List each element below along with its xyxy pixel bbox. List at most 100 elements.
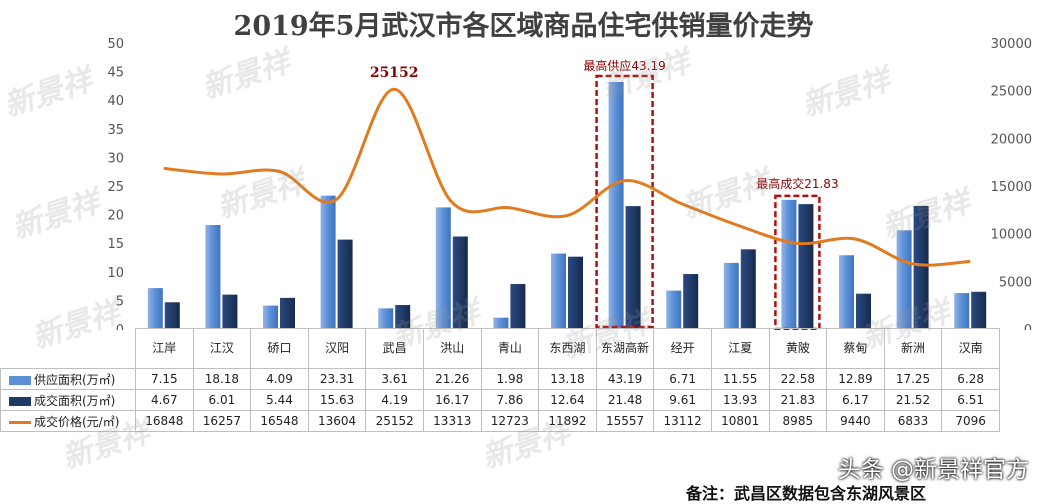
table-cell: 4.09 [250,368,309,390]
table-cell: 21.83 [768,389,828,411]
table-cell: 21.48 [595,389,655,411]
price-line [163,87,971,267]
legend-label-deal: 成交面积(万㎡) [34,393,116,408]
left-axis-tick-label: 30 [107,151,124,166]
left-axis-tick-label: 5 [116,294,124,309]
supply-bar [320,195,336,329]
supply-bar [378,308,394,329]
legend-swatch-deal [9,396,31,406]
table-category-cell: 洪山 [422,328,482,369]
table-category-cell: 青山 [480,328,540,369]
deal-bar [510,284,526,329]
table-cell: 18.18 [192,368,252,390]
table-corner [0,328,136,369]
table-cell: 3.61 [365,368,424,390]
left-axis-tick-label: 45 [107,66,124,81]
left-axis-ticks: 0 5 10 15 20 25 30 35 40 45 50 [107,37,124,330]
table-cell: 21.52 [883,389,943,411]
legend-label-supply: 供应面积(万㎡) [34,372,116,387]
supply-bar [551,253,566,329]
chart-title: 2019年5月武汉市各区域商品住宅供销量价走势 [233,11,814,42]
table-cell: 8985 [768,410,828,432]
table-category-cell: 东西湖 [538,328,597,369]
table-cell: 6.51 [941,389,1000,411]
deal-bar [740,249,756,329]
table-cell: 21.26 [422,368,482,390]
supply-bar [954,293,970,329]
table-cell: 9440 [826,410,885,432]
deal-bar [971,291,987,329]
supply-bar [205,225,221,329]
supply-bar [147,288,163,329]
legend-deal: 成交面积(万㎡) [0,389,136,411]
left-axis-tick-label: 20 [107,209,124,224]
table-cell: 6.28 [941,368,1000,390]
table-cell: 6.71 [653,368,712,390]
category-row: 江岸 江汉 硚口 汉阳 武昌 洪山 青山 东西湖 东湖高新 经开 江夏 黄陂 蔡甸 新洲 汉南 [0,328,1000,369]
table-cell: 6.17 [826,389,885,411]
deal-bar [337,239,353,329]
table-cell: 13604 [307,410,367,432]
right-axis-tick-label: 5000 [999,275,1032,290]
supply-bar [435,207,451,329]
table-category-cell: 东湖高新 [595,328,655,369]
left-axis-tick-label: 25 [107,180,124,195]
annotation-max-supply: 最高供应43.19 [583,58,665,73]
left-axis-tick-label: 40 [107,94,124,109]
supply-bar [263,305,278,329]
table-cell: 6.01 [192,389,252,411]
right-axis-tick-label: 15000 [991,180,1032,195]
table-category-cell: 武昌 [365,328,424,369]
annotation-max-price: 25152 [370,65,419,81]
table-cell: 16548 [250,410,309,432]
table-category-cell: 江汉 [192,328,252,369]
deal-bar [280,297,295,329]
table-category-cell: 经开 [653,328,712,369]
supply-bar [608,81,624,329]
data-table: 江岸 江汉 硚口 汉阳 武昌 洪山 青山 东西湖 东湖高新 经开 江夏 黄陂 蔡甸 新洲 汉南 供应面积(万… [0,328,1000,432]
price-line-series [163,87,971,267]
right-axis-tick-label: 30000 [991,37,1032,52]
right-axis-tick-label: 20000 [991,132,1032,147]
supply-bar [896,230,912,329]
table-cell: 25152 [365,410,424,432]
table-cell: 7096 [941,410,1000,432]
table-cell: 4.19 [365,389,424,411]
table-category-cell: 黄陂 [768,328,828,369]
right-axis-tick-label: 10000 [991,228,1032,243]
deal-bar [798,204,814,329]
supply-bar [723,262,739,329]
table-cell: 9.61 [653,389,712,411]
table-category-cell: 新洲 [883,328,943,369]
table-cell: 13.18 [538,368,597,390]
deal-bar [164,302,180,329]
author-watermark: 头条 @新景祥官方 [837,457,1029,483]
table-category-cell: 汉阳 [307,328,367,369]
table-cell: 11892 [538,410,597,432]
deal-bar [625,206,641,329]
table-cell: 23.31 [307,368,367,390]
highlight-box-supply [595,74,654,329]
left-axis-tick-label: 0 [116,323,124,330]
table-cell: 15557 [595,410,655,432]
table-category-cell: 汉南 [941,328,1000,369]
legend-swatch-supply [9,375,31,385]
legend-supply: 供应面积(万㎡) [0,368,136,390]
bar-series [147,81,987,329]
deal-bar [913,205,929,329]
deal-bar [395,305,411,329]
deal-bar [683,274,699,329]
chart-plot: 0 5 10 15 20 25 30 35 40 45 50 0 5000 10000 15000 2000… [107,37,1032,330]
deal-bar [452,236,468,329]
table-cell: 12723 [480,410,540,432]
supply-bar [839,255,854,329]
right-axis-tick-label: 0 [1024,323,1032,330]
table-row-deal: 成交面积(万㎡) 4.67 6.01 5.44 15.63 4.19 16.17 7.86 1… [0,389,1000,411]
table-cell: 13.93 [710,389,770,411]
table-row-supply: 供应面积(万㎡) 7.15 18.18 4.09 23.31 3.61 21.26 1.98… [0,368,1000,390]
table-cell: 16.17 [422,389,482,411]
right-axis-ticks: 0 5000 10000 15000 20000 25000 30000 [991,37,1032,330]
table-cell: 7.15 [135,368,194,390]
table-cell: 13112 [653,410,712,432]
deal-bar [222,294,238,329]
